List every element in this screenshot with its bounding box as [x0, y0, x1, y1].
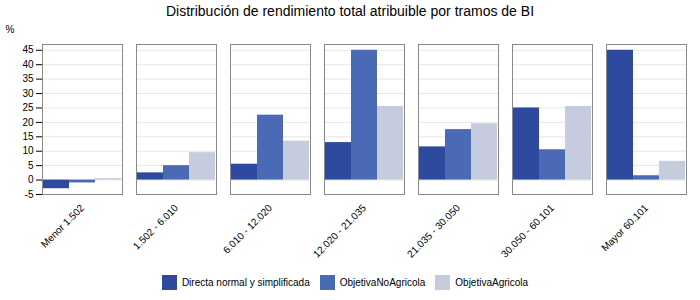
svg-text:5: 5	[28, 160, 34, 171]
svg-text:%: %	[6, 24, 15, 35]
svg-text:30: 30	[22, 88, 34, 99]
svg-text:0: 0	[28, 174, 34, 185]
svg-text:Menor 1.502: Menor 1.502	[39, 202, 87, 250]
html-text:Directa normal y simplificada: Directa normal y simplificada	[181, 277, 310, 288]
svg-text:45: 45	[22, 44, 34, 55]
svg-text:10: 10	[22, 145, 34, 156]
svg-text:40: 40	[22, 59, 34, 70]
html-text:Distribución de rendimiento to: Distribución de rendimiento total atribu…	[166, 3, 534, 19]
svg-text:-5: -5	[25, 189, 34, 200]
html-text:ObjetivaAgricola: ObjetivaAgricola	[455, 277, 529, 288]
svg-text:15: 15	[22, 131, 34, 142]
svg-text:25: 25	[22, 102, 34, 113]
svg-text:12.020 - 21.035: 12.020 - 21.035	[311, 202, 369, 260]
html-text:ObjetivaNoAgricola: ObjetivaNoAgricola	[339, 277, 426, 288]
svg-text:6.010 - 12.020: 6.010 - 12.020	[221, 202, 275, 256]
svg-text:20: 20	[22, 117, 34, 128]
svg-text:30.050 - 60.101: 30.050 - 60.101	[499, 202, 557, 260]
svg-text:35: 35	[22, 73, 34, 84]
svg-text:Mayor 60.101: Mayor 60.101	[599, 202, 650, 253]
svg-text:1.502 - 6.010: 1.502 - 6.010	[131, 202, 181, 252]
svg-text:21.035 - 30.050: 21.035 - 30.050	[405, 202, 463, 260]
